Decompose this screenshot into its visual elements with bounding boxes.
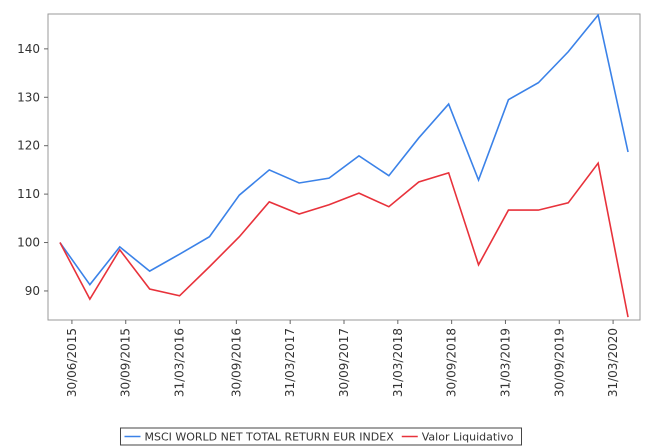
x-tick-label: 30/06/2015 bbox=[65, 328, 79, 397]
y-tick-label: 100 bbox=[17, 236, 40, 250]
legend bbox=[119, 427, 523, 446]
x-tick-label: 31/03/2016 bbox=[173, 328, 187, 397]
series-line bbox=[59, 14, 629, 286]
x-tick-label: 31/03/2017 bbox=[283, 328, 297, 397]
legend-label: MSCI WORLD NET TOTAL RETURN EUR INDEX bbox=[144, 431, 394, 444]
x-tick-label: 30/09/2019 bbox=[552, 328, 566, 397]
x-tick-label: 31/03/2020 bbox=[606, 328, 620, 397]
y-tick-label: 110 bbox=[17, 187, 40, 201]
x-tick-label: 30/09/2018 bbox=[445, 328, 459, 397]
y-tick-label: 130 bbox=[17, 90, 40, 104]
x-tick-label: 31/03/2019 bbox=[498, 328, 512, 397]
legend-label: Valor Liquidativo bbox=[422, 431, 514, 444]
x-tick-label: 30/09/2015 bbox=[119, 328, 133, 397]
x-tick-label: 30/09/2016 bbox=[229, 328, 243, 397]
x-tick-label: 30/09/2017 bbox=[337, 328, 351, 397]
x-tick-label: 31/03/2018 bbox=[391, 328, 405, 397]
y-tick-label: 120 bbox=[17, 139, 40, 153]
series-line bbox=[59, 161, 629, 318]
y-tick-label: 140 bbox=[17, 42, 40, 56]
y-tick-label: 90 bbox=[25, 284, 40, 298]
